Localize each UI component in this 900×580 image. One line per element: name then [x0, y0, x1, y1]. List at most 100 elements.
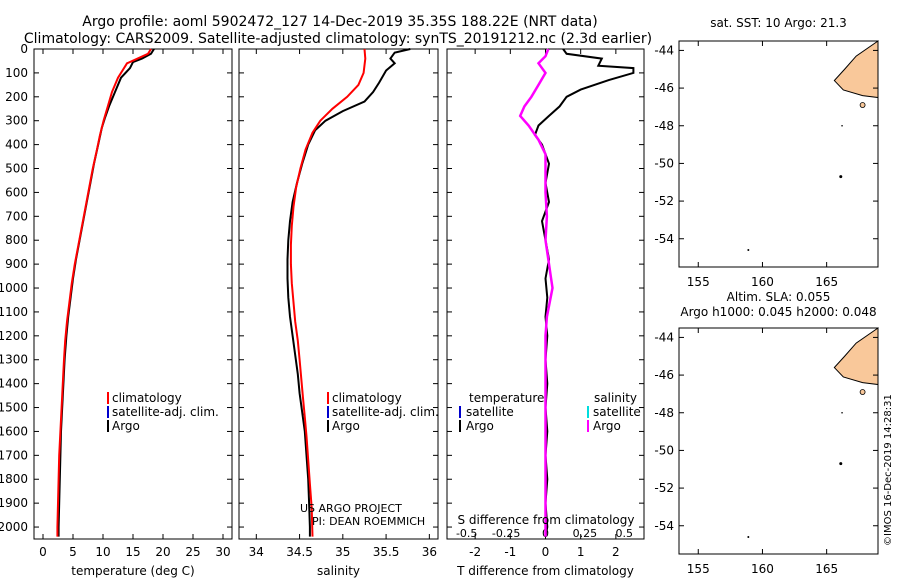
x-tick-label: 34.5 [286, 545, 313, 559]
legend-swatch [587, 406, 589, 418]
y-tick-label: 600 [5, 185, 28, 199]
series-line-argo [57, 48, 155, 537]
map-x-tick-label: 160 [751, 275, 774, 289]
figure-title-line2: Climatology: CARS2009. Satellite-adjuste… [24, 31, 652, 47]
figure-title-line1: Argo profile: aoml 5902472_127 14-Dec-20… [82, 14, 597, 30]
legend-entry: satellite-adj. clim. [332, 405, 439, 419]
legend-entry: climatology [332, 391, 402, 405]
legend-entry: satellite-adj. clim. [112, 405, 219, 419]
y-tick-label: 1000 [0, 281, 28, 295]
land-snares-islands [841, 124, 843, 127]
map-y-tick-label: -52 [654, 481, 674, 495]
y-tick-label: 1800 [0, 472, 28, 486]
y-tick-label: 1900 [0, 496, 28, 510]
map-x-tick-label: 155 [687, 562, 710, 576]
legend-swatch [107, 406, 109, 418]
x-tick-label: -2 [469, 545, 481, 559]
sst-map-panel: sat. SST: 10 Argo: 21.3 155 160 165 -44 -46 -4… [654, 16, 879, 289]
map-y-tick-label: -46 [654, 368, 674, 382]
land-new-zealand [833, 40, 879, 99]
x-tick-label: 0 [39, 545, 47, 559]
map-x-tick-label: 165 [815, 275, 838, 289]
land-macquarie-island [747, 249, 750, 252]
legend-swatch [587, 420, 589, 432]
top-x-tick-label: -0.25 [492, 527, 520, 540]
y-tick-label: 1600 [0, 424, 28, 438]
top-x-tick-label: -0.5 [456, 527, 477, 540]
plot-frame [238, 48, 439, 540]
series-line-argo [286, 48, 411, 537]
x-axis-label: salinity [317, 564, 360, 578]
legend-swatch [327, 392, 329, 404]
y-tick-label: 2000 [0, 520, 28, 534]
land-auckland-islands [839, 462, 843, 466]
x-tick-label: 30 [215, 545, 230, 559]
land-macquarie-island [747, 536, 750, 539]
legend-swatch [459, 406, 461, 418]
y-tick-label: 500 [5, 162, 28, 176]
map-title: sat. SST: 10 Argo: 21.3 [710, 16, 847, 30]
temperature-panel: 0 5 10 15 20 25 300100200300400500600700800900… [0, 42, 233, 578]
map-subtitle: Argo h1000: 0.045 h2000: 0.048 [680, 305, 876, 319]
legend-entry: salinity [594, 391, 637, 405]
series-line-climatology [56, 48, 152, 537]
y-tick-label: 1700 [0, 448, 28, 462]
map-y-tick-label: -44 [654, 330, 674, 344]
y-tick-label: 300 [5, 114, 28, 128]
land-new-zealand [833, 327, 879, 386]
y-tick-label: 800 [5, 233, 28, 247]
y-tick-label: 900 [5, 257, 28, 271]
legend-entry: Argo [593, 419, 621, 433]
series-line-argo [533, 48, 635, 537]
series-line-argo [518, 48, 554, 537]
map-y-tick-label: -50 [654, 443, 674, 457]
x-axis-label: T difference from climatology [456, 564, 634, 578]
y-tick-label: 1400 [0, 377, 28, 391]
y-tick-label: 100 [5, 66, 28, 80]
legend-entry: satellite [593, 405, 641, 419]
land-stewart-island [859, 389, 866, 395]
map-y-tick-label: -46 [654, 81, 674, 95]
y-tick-label: 200 [5, 90, 28, 104]
top-x-tick-label: 0.25 [573, 527, 598, 540]
map-x-tick-label: 160 [751, 562, 774, 576]
imos-timestamp: ©IMOS 16-Dec-2019 14:28:31 [883, 394, 894, 546]
map-title: Altim. SLA: 0.055 [727, 290, 831, 304]
x-tick-label: 34 [249, 545, 264, 559]
map-y-tick-label: -50 [654, 156, 674, 170]
x-tick-label: 15 [125, 545, 140, 559]
x-tick-label: 35.5 [373, 545, 400, 559]
legend-entry: satellite [466, 405, 514, 419]
map-x-tick-label: 155 [687, 275, 710, 289]
land-stewart-island [859, 102, 866, 108]
y-tick-label: 0 [20, 42, 28, 56]
legend-swatch [327, 406, 329, 418]
map-frame [678, 327, 879, 555]
map-y-tick-label: -54 [654, 519, 674, 533]
map-y-tick-label: -54 [654, 232, 674, 246]
plot-frame [33, 48, 233, 540]
y-tick-label: 700 [5, 209, 28, 223]
y-tick-label: 1500 [0, 401, 28, 415]
difference-panel: -2 -1 0 1 2-0.5 -0.25 0 0.25 0.5T difference fro… [446, 48, 645, 578]
salinity-panel: 34 34.5 35 35.5 36 salinity climatologysatelli… [238, 48, 439, 578]
map-x-tick-label: 165 [815, 562, 838, 576]
land-auckland-islands [839, 175, 843, 179]
credit-project: US ARGO PROJECT [300, 502, 402, 515]
y-tick-label: 400 [5, 138, 28, 152]
y-tick-label: 1100 [0, 305, 28, 319]
map-y-tick-label: -48 [654, 119, 674, 133]
legend-entry: temperature [469, 391, 544, 405]
legend-swatch [459, 420, 461, 432]
x-tick-label: 36 [422, 545, 437, 559]
y-tick-label: 1200 [0, 329, 28, 343]
x-tick-label: 25 [185, 545, 200, 559]
legend-entry: climatology [112, 391, 182, 405]
x-tick-label: 2 [612, 545, 620, 559]
x-axis-label: temperature (deg C) [71, 564, 194, 578]
x-tick-label: 5 [69, 545, 77, 559]
top-x-tick-label: 0.5 [616, 527, 634, 540]
map-y-tick-label: -52 [654, 194, 674, 208]
